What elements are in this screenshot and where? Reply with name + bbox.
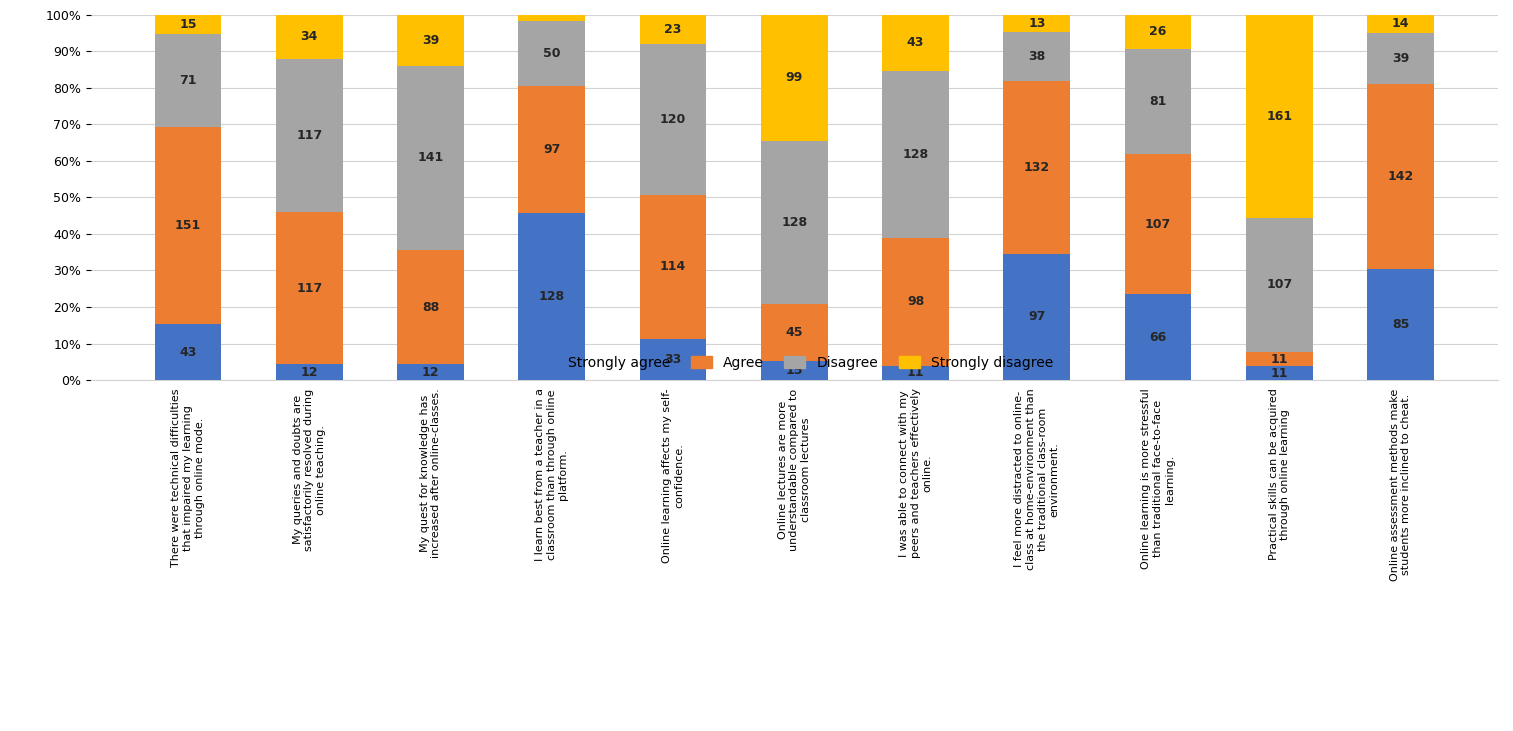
Bar xyxy=(761,303,828,361)
Bar xyxy=(398,66,464,249)
Bar xyxy=(398,365,464,380)
Text: 15: 15 xyxy=(180,18,197,31)
Bar xyxy=(398,249,464,365)
Legend: Strongly agree, Agree, Disagree, Strongly disagree: Strongly agree, Agree, Disagree, Strongl… xyxy=(528,349,1061,377)
Bar xyxy=(882,366,949,380)
Bar xyxy=(519,15,586,21)
Bar xyxy=(154,15,221,34)
Text: 81: 81 xyxy=(1150,95,1167,108)
Bar xyxy=(640,338,707,380)
Text: 71: 71 xyxy=(180,74,197,87)
Text: 34: 34 xyxy=(301,30,318,43)
Text: 50: 50 xyxy=(543,48,561,60)
Text: 33: 33 xyxy=(664,353,682,366)
Bar xyxy=(1368,84,1434,269)
Bar xyxy=(1003,254,1070,380)
Text: 39: 39 xyxy=(1392,52,1409,65)
Bar xyxy=(1247,352,1313,366)
Text: 107: 107 xyxy=(1266,279,1292,292)
Bar xyxy=(761,361,828,380)
Text: 11: 11 xyxy=(1271,367,1288,379)
Text: 120: 120 xyxy=(660,113,687,126)
Bar xyxy=(1124,15,1191,48)
Bar xyxy=(1124,294,1191,380)
Bar xyxy=(275,15,342,59)
Text: 43: 43 xyxy=(180,346,197,358)
Bar xyxy=(1003,31,1070,81)
Text: 11: 11 xyxy=(1271,353,1288,366)
Bar xyxy=(761,140,828,303)
Bar xyxy=(640,195,707,338)
Text: 39: 39 xyxy=(422,34,439,47)
Bar xyxy=(761,15,828,140)
Bar xyxy=(1124,48,1191,154)
Bar xyxy=(275,59,342,212)
Bar xyxy=(882,15,949,71)
Text: 97: 97 xyxy=(1029,311,1045,323)
Text: 43: 43 xyxy=(906,37,924,49)
Text: 132: 132 xyxy=(1024,161,1050,174)
Bar xyxy=(882,238,949,366)
Bar xyxy=(882,71,949,238)
Bar xyxy=(519,213,586,380)
Text: 15: 15 xyxy=(785,364,803,377)
Bar xyxy=(154,127,221,324)
Text: 98: 98 xyxy=(906,295,924,308)
Bar xyxy=(1247,218,1313,352)
Bar xyxy=(1368,269,1434,380)
Bar xyxy=(640,15,707,44)
Bar xyxy=(1247,366,1313,380)
Text: 128: 128 xyxy=(781,216,808,229)
Bar xyxy=(1003,15,1070,31)
Bar xyxy=(1368,15,1434,33)
Bar xyxy=(519,86,586,213)
Bar xyxy=(398,15,464,66)
Text: 128: 128 xyxy=(539,290,564,303)
Text: 128: 128 xyxy=(903,148,929,161)
Text: 107: 107 xyxy=(1145,218,1171,230)
Bar xyxy=(1368,33,1434,84)
Bar xyxy=(275,212,342,365)
Text: 117: 117 xyxy=(297,281,322,295)
Text: 161: 161 xyxy=(1266,110,1292,123)
Text: 97: 97 xyxy=(543,143,560,156)
Bar xyxy=(275,365,342,380)
Bar xyxy=(154,34,221,127)
Text: 38: 38 xyxy=(1029,50,1045,63)
Text: 14: 14 xyxy=(1392,18,1409,30)
Text: 142: 142 xyxy=(1387,170,1413,183)
Text: 66: 66 xyxy=(1150,330,1167,344)
Bar xyxy=(1247,15,1313,218)
Text: 45: 45 xyxy=(785,326,803,339)
Text: 85: 85 xyxy=(1392,318,1409,331)
Text: 99: 99 xyxy=(785,71,803,84)
Text: 26: 26 xyxy=(1150,25,1167,38)
Text: 151: 151 xyxy=(176,219,201,232)
Text: 11: 11 xyxy=(906,366,924,379)
Bar xyxy=(640,44,707,195)
Bar xyxy=(1124,154,1191,294)
Bar xyxy=(1003,81,1070,254)
Text: 117: 117 xyxy=(297,129,322,142)
Text: 13: 13 xyxy=(1029,17,1045,29)
Text: 12: 12 xyxy=(422,366,439,379)
Bar xyxy=(154,324,221,380)
Text: 141: 141 xyxy=(418,151,443,164)
Bar xyxy=(519,21,586,86)
Text: 114: 114 xyxy=(660,260,687,273)
Text: 12: 12 xyxy=(301,366,318,379)
Text: 23: 23 xyxy=(664,23,682,36)
Text: 88: 88 xyxy=(422,300,439,314)
